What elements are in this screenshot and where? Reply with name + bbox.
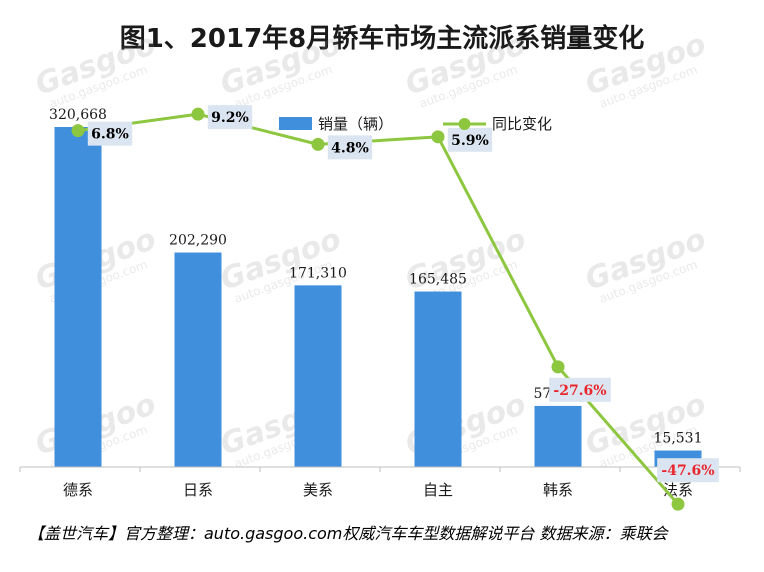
- source-note: 【盖世汽车】官方整理：auto.gasgoo.com权威汽车车型数据解说平台 数…: [28, 524, 668, 543]
- bar-value-label: 171,310: [289, 265, 347, 281]
- line-point: [71, 124, 85, 138]
- bar: [414, 291, 462, 467]
- line-point: [191, 107, 205, 121]
- line-point: [671, 497, 685, 511]
- legend-bar-swatch: [279, 117, 312, 130]
- bar-value-label: 15,531: [654, 431, 703, 447]
- bar-value-label: 320,668: [49, 107, 107, 123]
- line-value-label-box: [549, 377, 611, 402]
- legend-line-marker: [458, 118, 471, 130]
- line-point: [551, 360, 565, 374]
- bar: [174, 252, 222, 467]
- bar: [294, 285, 342, 467]
- x-tick-label: 美系: [303, 481, 333, 499]
- line-value-label-box: [207, 105, 253, 130]
- x-tick-label: 自主: [423, 481, 453, 499]
- line-value-label: -27.6%: [553, 383, 606, 399]
- legend-line-label: 同比变化: [492, 115, 552, 133]
- bar: [534, 405, 582, 467]
- chart-title: 图1、2017年8月轿车市场主流派系销量变化: [119, 24, 645, 54]
- line-point: [311, 137, 325, 151]
- line-value-label: -47.6%: [661, 463, 714, 479]
- x-tick-label: 日系: [183, 481, 213, 499]
- line-point: [431, 130, 445, 144]
- bar-value-label: 165,485: [409, 272, 467, 288]
- bar-value-label: 202,290: [169, 233, 227, 249]
- bar-series: [54, 127, 702, 467]
- line-value-label-box: [447, 127, 493, 152]
- line-value-label: 9.2%: [211, 110, 249, 126]
- line-value-label-box: [87, 121, 133, 146]
- line-value-label: 6.8%: [91, 127, 129, 143]
- legend: 销量（辆） 同比变化: [279, 115, 552, 133]
- x-axis-ticks: 德系 日系 美系 自主 韩系 法系: [19, 467, 741, 499]
- line-value-label: 5.9%: [451, 133, 489, 149]
- line-value-label-box: [327, 135, 373, 160]
- bar: [54, 127, 102, 467]
- x-tick-label: 德系: [63, 481, 93, 499]
- line-value-label-box: [657, 458, 719, 483]
- line-value-label: 4.8%: [331, 140, 369, 156]
- x-tick-label: 韩系: [543, 481, 573, 499]
- legend-bar-label: 销量（辆）: [318, 115, 393, 133]
- line-value-labels: 6.8% 9.2% 4.8% 5.9% -27.6% -47.6%: [87, 105, 719, 483]
